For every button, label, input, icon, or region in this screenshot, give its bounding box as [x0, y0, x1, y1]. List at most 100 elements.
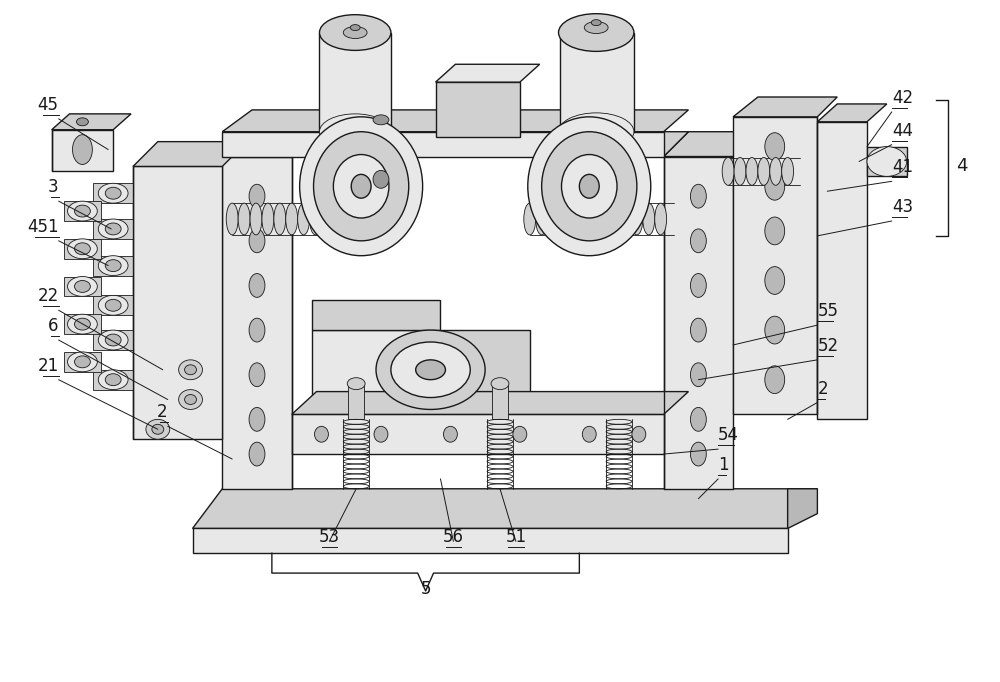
Ellipse shape	[249, 363, 265, 387]
Ellipse shape	[542, 132, 637, 241]
Polygon shape	[93, 219, 133, 239]
Ellipse shape	[782, 158, 794, 186]
Polygon shape	[867, 147, 907, 177]
Ellipse shape	[595, 203, 607, 235]
Ellipse shape	[491, 378, 509, 389]
Ellipse shape	[350, 25, 360, 31]
Ellipse shape	[319, 15, 391, 50]
Polygon shape	[64, 239, 101, 258]
Ellipse shape	[643, 203, 655, 235]
Ellipse shape	[524, 203, 536, 235]
Ellipse shape	[333, 203, 345, 235]
Ellipse shape	[73, 134, 92, 164]
Ellipse shape	[68, 314, 97, 334]
Text: 42: 42	[892, 89, 913, 107]
Ellipse shape	[758, 158, 770, 186]
Ellipse shape	[734, 158, 746, 186]
Polygon shape	[817, 104, 887, 122]
Ellipse shape	[416, 360, 445, 380]
Ellipse shape	[559, 14, 634, 51]
Ellipse shape	[765, 316, 785, 344]
Ellipse shape	[690, 184, 706, 208]
Polygon shape	[222, 132, 664, 156]
Ellipse shape	[584, 22, 608, 33]
Text: 6: 6	[48, 317, 59, 335]
Ellipse shape	[274, 203, 286, 235]
Text: 451: 451	[27, 218, 59, 236]
Ellipse shape	[561, 155, 617, 218]
Ellipse shape	[343, 27, 367, 38]
Ellipse shape	[591, 20, 601, 26]
Polygon shape	[560, 33, 634, 132]
Text: 54: 54	[718, 426, 739, 444]
Ellipse shape	[68, 239, 97, 258]
Ellipse shape	[690, 407, 706, 431]
Ellipse shape	[376, 330, 485, 409]
Ellipse shape	[867, 147, 907, 177]
Ellipse shape	[105, 374, 121, 385]
Polygon shape	[312, 300, 440, 330]
Ellipse shape	[185, 365, 196, 374]
Ellipse shape	[74, 243, 90, 254]
Text: 45: 45	[38, 96, 59, 114]
Polygon shape	[64, 314, 101, 334]
Ellipse shape	[98, 295, 128, 315]
Polygon shape	[733, 117, 817, 415]
Ellipse shape	[249, 318, 265, 342]
Text: 53: 53	[319, 529, 340, 546]
Text: 43: 43	[892, 198, 913, 216]
Ellipse shape	[98, 256, 128, 276]
Polygon shape	[93, 370, 133, 389]
Ellipse shape	[179, 360, 202, 380]
Ellipse shape	[607, 203, 619, 235]
Ellipse shape	[146, 419, 170, 439]
Text: 41: 41	[892, 158, 913, 177]
Ellipse shape	[374, 426, 388, 442]
Ellipse shape	[528, 117, 651, 256]
Ellipse shape	[391, 342, 470, 398]
Ellipse shape	[74, 280, 90, 293]
Ellipse shape	[765, 173, 785, 200]
Ellipse shape	[310, 203, 321, 235]
Ellipse shape	[690, 318, 706, 342]
Polygon shape	[52, 130, 113, 171]
Ellipse shape	[249, 407, 265, 431]
Text: 5: 5	[420, 580, 431, 598]
Polygon shape	[222, 132, 317, 156]
Text: 2: 2	[817, 380, 828, 398]
Polygon shape	[348, 385, 364, 419]
Ellipse shape	[98, 183, 128, 203]
Ellipse shape	[631, 203, 643, 235]
Polygon shape	[664, 132, 758, 156]
Ellipse shape	[68, 352, 97, 372]
Ellipse shape	[300, 117, 423, 256]
Text: 2: 2	[157, 403, 168, 421]
Ellipse shape	[765, 267, 785, 295]
Polygon shape	[222, 110, 688, 132]
Ellipse shape	[765, 133, 785, 160]
Polygon shape	[93, 183, 133, 203]
Polygon shape	[64, 276, 101, 297]
Ellipse shape	[105, 334, 121, 346]
Ellipse shape	[226, 203, 238, 235]
Text: 4: 4	[956, 158, 968, 175]
Polygon shape	[52, 114, 131, 130]
Polygon shape	[436, 64, 540, 82]
Ellipse shape	[548, 203, 560, 235]
Polygon shape	[222, 156, 292, 489]
Ellipse shape	[298, 203, 310, 235]
Ellipse shape	[619, 203, 631, 235]
Polygon shape	[93, 295, 133, 315]
Polygon shape	[222, 132, 317, 156]
Ellipse shape	[185, 395, 196, 404]
Ellipse shape	[722, 158, 734, 186]
Ellipse shape	[249, 229, 265, 253]
Polygon shape	[440, 330, 530, 409]
Ellipse shape	[333, 155, 389, 218]
Ellipse shape	[314, 132, 409, 241]
Ellipse shape	[286, 203, 298, 235]
Ellipse shape	[249, 184, 265, 208]
Ellipse shape	[536, 203, 548, 235]
Ellipse shape	[250, 203, 262, 235]
Ellipse shape	[690, 273, 706, 297]
